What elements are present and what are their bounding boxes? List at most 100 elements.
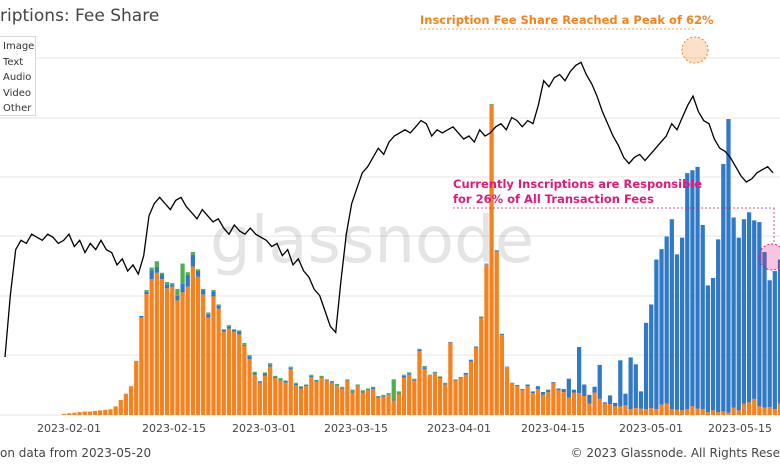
bar-image — [546, 391, 551, 415]
bar-audio — [231, 329, 237, 330]
bar-image — [597, 398, 602, 415]
bar-text — [705, 285, 710, 413]
bar-audio — [329, 381, 335, 383]
bar-audio — [159, 272, 165, 275]
bar-text — [252, 372, 257, 375]
bar-text — [376, 396, 381, 398]
bar-image — [201, 294, 206, 415]
bar-text — [247, 356, 252, 360]
bar-image — [355, 386, 360, 415]
bar-image — [762, 407, 767, 415]
bar-image — [443, 384, 448, 415]
peak-highlight-circle — [681, 36, 709, 64]
bar-image — [767, 406, 772, 415]
bar-text — [716, 239, 721, 413]
bar-image — [108, 409, 113, 415]
bar-text — [690, 170, 695, 407]
bar-audio — [216, 304, 221, 306]
bar-text — [479, 317, 484, 319]
bar-audio — [273, 375, 278, 377]
bar-text — [257, 381, 262, 383]
bar-image — [334, 386, 340, 415]
bar-text — [494, 250, 499, 252]
bar-text — [417, 349, 422, 352]
bar-image — [268, 366, 273, 415]
bar-image — [664, 403, 669, 415]
bar-image — [669, 409, 674, 415]
bar-text — [293, 383, 298, 386]
bar-text — [211, 291, 216, 297]
bar-audio — [391, 379, 396, 400]
bar-image — [401, 377, 407, 415]
bar-image — [525, 386, 530, 415]
bar-image — [288, 368, 293, 415]
bar-image — [82, 411, 87, 415]
bar-audio — [360, 390, 365, 392]
bar-text — [262, 373, 268, 376]
bar-image — [736, 410, 741, 415]
bar-audio — [170, 283, 175, 285]
bar-text — [741, 219, 747, 404]
bar-audio — [185, 272, 190, 276]
bar-text — [721, 163, 726, 412]
bar-text — [685, 173, 690, 410]
bar-text — [587, 394, 592, 404]
bar-text — [680, 237, 685, 411]
legend: Image Text Audio Video Other — [0, 36, 36, 116]
bar-text — [427, 375, 432, 376]
bar-text — [577, 347, 582, 394]
bar-image — [134, 360, 139, 415]
bar-text — [674, 254, 680, 410]
bar-text — [525, 384, 530, 387]
bar-text — [510, 382, 515, 384]
bar-image — [535, 389, 541, 415]
bar-image — [623, 405, 628, 415]
bar-image — [757, 406, 762, 415]
bar-audio — [180, 263, 185, 284]
bar-image — [510, 383, 515, 415]
bar-image — [314, 381, 319, 415]
bar-image — [365, 390, 371, 415]
bar-text — [412, 379, 417, 381]
bar-audio — [298, 386, 304, 387]
bar-image — [324, 380, 329, 415]
bar-image — [304, 386, 309, 415]
bar-text — [463, 372, 468, 375]
bar-text — [226, 326, 232, 329]
bar-image — [721, 411, 726, 415]
bar-text — [443, 383, 448, 385]
bar-text — [535, 386, 541, 390]
bar-text — [530, 391, 535, 394]
bar-image — [62, 413, 67, 415]
legend-item-video: Video — [3, 87, 32, 99]
bar-image — [654, 409, 659, 415]
bar-audio — [314, 379, 319, 381]
bar-image — [293, 385, 298, 415]
bar-text — [499, 333, 504, 335]
bar-audio — [154, 261, 159, 268]
bar-image — [674, 409, 680, 415]
bar-text — [149, 270, 154, 280]
bar-image — [278, 380, 283, 415]
bar-image — [206, 317, 211, 415]
bar-image — [237, 334, 242, 415]
bar-image — [185, 286, 190, 415]
bar-image — [412, 380, 417, 415]
bar-image — [582, 396, 587, 415]
bar-audio — [412, 378, 417, 380]
bar-image — [360, 392, 365, 415]
bar-image — [139, 317, 144, 415]
bar-image — [113, 406, 118, 415]
bar-text — [432, 372, 438, 373]
bar-audio — [262, 372, 268, 374]
bar-text — [484, 264, 489, 265]
bar-image — [427, 375, 432, 415]
bar-text — [283, 381, 288, 383]
bar-text — [391, 399, 396, 401]
bar-text — [175, 295, 180, 301]
bar-text — [360, 391, 365, 393]
bar-text — [278, 379, 283, 381]
x-tick-label: 2023-02-01 — [37, 422, 101, 435]
bar-image — [242, 345, 247, 415]
bar-text — [288, 367, 293, 369]
